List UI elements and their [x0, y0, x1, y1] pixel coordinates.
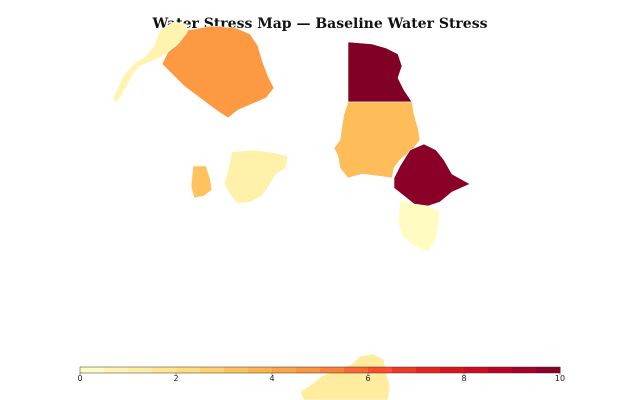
region-kenya[interactable]: [397, 199, 441, 253]
colorbar-segment: [248, 367, 273, 373]
colorbar-segment: [440, 367, 465, 373]
region-nigeria[interactable]: [223, 149, 289, 205]
colorbar-tick-label: 2: [173, 374, 178, 383]
colorbar-segment: [344, 367, 369, 373]
colorbar-tick-label: 0: [77, 374, 82, 383]
region-sudan[interactable]: [333, 101, 421, 179]
colorbar-segment: [296, 367, 321, 373]
colorbar-gradient: [80, 367, 561, 373]
colorbar-ticks: 0 2 4 6 8 10: [77, 373, 565, 383]
region-southern-africa[interactable]: [299, 353, 391, 400]
colorbar-segment: [512, 367, 537, 373]
colorbar-segment: [368, 367, 393, 373]
colorbar-segment: [416, 367, 441, 373]
region-ethiopia[interactable]: [393, 143, 471, 207]
region-egypt[interactable]: [347, 41, 413, 103]
colorbar-segment: [464, 367, 489, 373]
colorbar-tick-label: 8: [461, 374, 466, 383]
colorbar-segment: [536, 367, 561, 373]
colorbar-frame: [79, 366, 561, 374]
colorbar-segment: [104, 367, 129, 373]
region-ghana[interactable]: [190, 165, 213, 199]
colorbar-segment: [224, 367, 249, 373]
regions-layer: [112, 21, 471, 400]
region-algeria[interactable]: [161, 25, 275, 119]
colorbar-tick-label: 6: [365, 374, 370, 383]
colorbar-segment: [488, 367, 513, 373]
colorbar-segment: [80, 367, 105, 373]
colorbar-tick-label: 4: [269, 374, 274, 383]
colorbar-segment: [200, 367, 225, 373]
colorbar-segment: [128, 367, 153, 373]
colorbar-segment: [320, 367, 345, 373]
colorbar: 0 2 4 6 8 10: [77, 366, 565, 383]
colorbar-segment: [176, 367, 201, 373]
colorbar-tick-label: 10: [555, 374, 565, 383]
colorbar-segment: [272, 367, 297, 373]
colorbar-segment: [392, 367, 417, 373]
colorbar-segment: [152, 367, 177, 373]
